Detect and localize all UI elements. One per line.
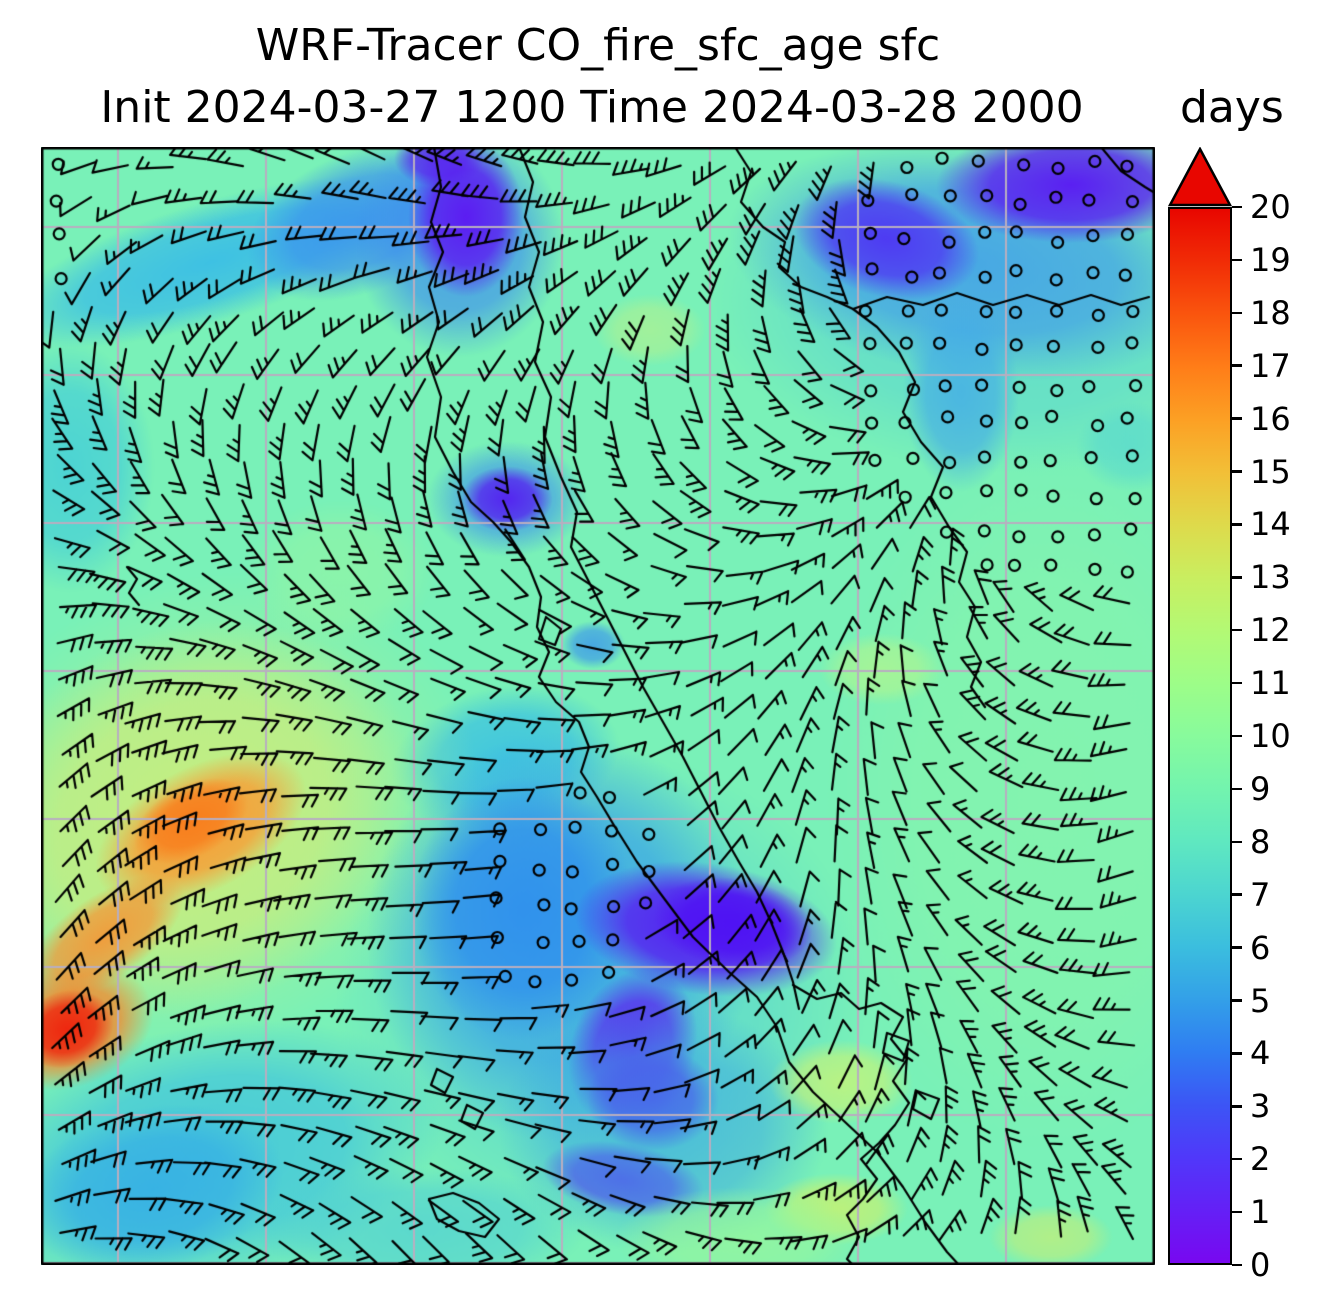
colorbar-tick-label: 8 <box>1250 822 1271 861</box>
colorbar-ticks: 0 1 2 3 4 5 6 7 8 9 10 11 12 13 14 15 16 17 18 19 20 <box>1232 191 1322 1281</box>
colorbar-tick-mark <box>1232 628 1242 632</box>
colorbar-tick-mark <box>1232 258 1242 262</box>
colorbar-extend-arrow-icon <box>1168 147 1232 207</box>
colorbar-tick-label: 1 <box>1250 1193 1271 1232</box>
colorbar-tick-label: 5 <box>1250 981 1271 1020</box>
colorbar-tick-mark <box>1232 1157 1242 1161</box>
colorbar-tick-label: 17 <box>1250 346 1291 385</box>
colorbar-tick-label: 4 <box>1250 1034 1271 1073</box>
colorbar-tick-label: 3 <box>1250 1087 1271 1126</box>
figure-subtitle: Init 2024-03-27 1200 Time 2024-03-28 200… <box>100 82 1084 133</box>
colorbar-tick-mark <box>1232 681 1242 685</box>
colorbar-tick-mark <box>1232 840 1242 844</box>
colorbar-tick-label: 2 <box>1250 1140 1271 1179</box>
colorbar-tick-label: 15 <box>1250 452 1291 491</box>
colorbar-tick-mark <box>1232 1052 1242 1055</box>
colorbar-tick-mark <box>1232 523 1242 526</box>
colorbar-tick-mark <box>1232 1210 1242 1214</box>
colorbar-tick-label: 0 <box>1250 1246 1271 1284</box>
colorbar-tick-mark <box>1232 470 1242 473</box>
colorbar-gradient <box>1168 207 1232 1265</box>
colorbar-tick-label: 10 <box>1250 717 1291 755</box>
colorbar-tick-mark <box>1232 576 1242 579</box>
colorbar-tick-label: 14 <box>1250 505 1291 544</box>
colorbar-tick-label: 12 <box>1250 611 1291 650</box>
colorbar-tick-mark <box>1232 417 1242 420</box>
colorbar-tick-label: 16 <box>1250 399 1291 438</box>
colorbar-tick-label: 20 <box>1250 188 1291 226</box>
colorbar-unit-label: days <box>1180 82 1284 133</box>
map-panel <box>41 147 1155 1265</box>
colorbar-body: 0 1 2 3 4 5 6 7 8 9 10 11 12 13 14 15 16 17 18 19 20 <box>1168 191 1291 1281</box>
colorbar-tick-mark <box>1232 946 1242 949</box>
colorbar: 0 1 2 3 4 5 6 7 8 9 10 11 12 13 14 15 16 17 18 19 20 <box>1168 147 1291 1281</box>
colorbar-tick-mark <box>1232 893 1242 896</box>
colorbar-tick-mark <box>1232 999 1242 1002</box>
map-canvas <box>41 147 1155 1265</box>
colorbar-tick-mark <box>1232 1105 1242 1108</box>
colorbar-tick-mark <box>1232 205 1242 209</box>
colorbar-tick-label: 7 <box>1250 875 1271 914</box>
colorbar-tick-mark <box>1232 364 1242 367</box>
colorbar-tick-mark <box>1232 311 1242 315</box>
colorbar-tick-mark <box>1232 787 1242 791</box>
colorbar-tick-label: 13 <box>1250 558 1291 597</box>
colorbar-tick-label: 6 <box>1250 928 1271 967</box>
colorbar-tick-label: 18 <box>1250 293 1291 332</box>
colorbar-tick-mark <box>1232 1263 1242 1267</box>
colorbar-tick-mark <box>1232 734 1242 738</box>
colorbar-tick-label: 19 <box>1250 240 1291 279</box>
colorbar-tick-label: 11 <box>1250 664 1291 703</box>
figure-title: WRF-Tracer CO_fire_sfc_age sfc <box>255 20 941 71</box>
colorbar-tick-label: 9 <box>1250 769 1271 808</box>
